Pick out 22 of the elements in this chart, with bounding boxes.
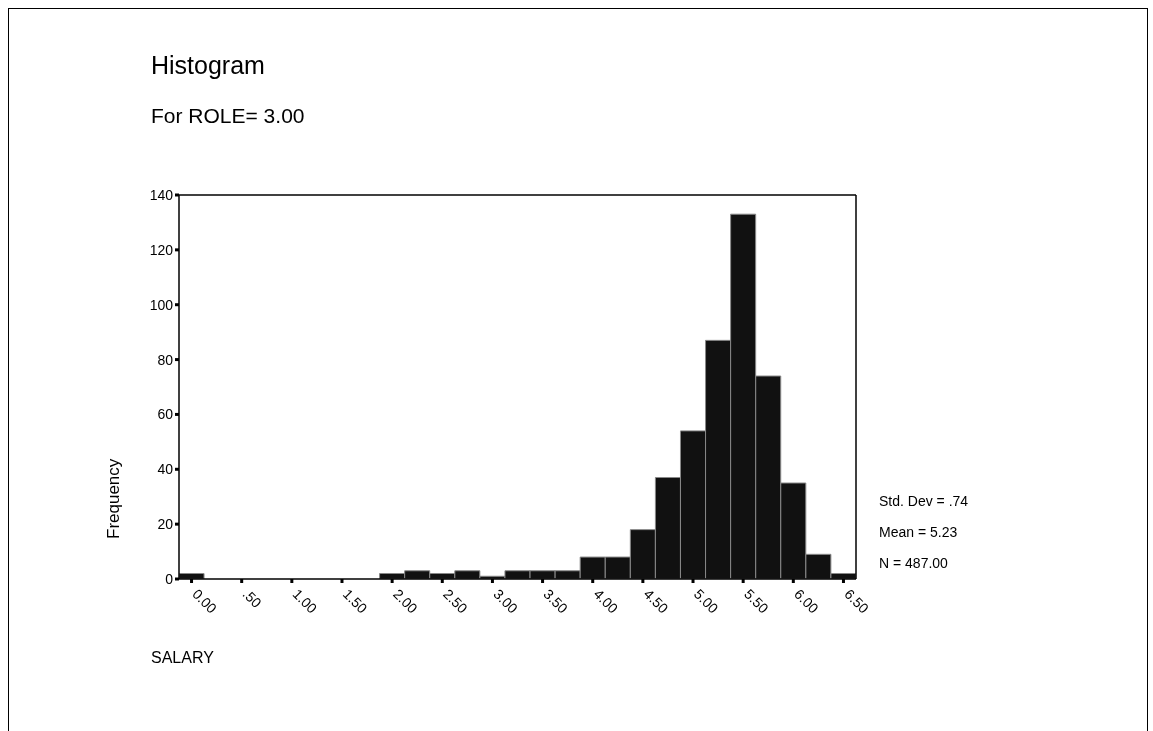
text: N = 487.00 — [879, 554, 949, 573]
x-tick-label: 4.00 — [590, 585, 622, 617]
y-tick-label: 0 — [165, 570, 174, 587]
chart-subtitle: For ROLE= 3.00 — [151, 104, 305, 128]
chart-title: Histogram — [151, 51, 265, 80]
y-tick-label: 140 — [149, 186, 174, 203]
y-tick-label: 100 — [149, 296, 174, 313]
y-axis-title: Frequency — [104, 458, 124, 539]
x-axis-title: SALARY — [151, 649, 214, 667]
y-tick-label: 20 — [157, 516, 174, 533]
y-tick-label: 120 — [149, 241, 174, 258]
x-tick-label: .50 — [239, 585, 265, 612]
x-tick-label: 1.50 — [339, 585, 371, 617]
x-tick-label: 6.00 — [791, 585, 822, 617]
text: Std. Dev = .74 — [879, 492, 969, 511]
y-tick-label: 60 — [157, 406, 174, 423]
x-tick-label: 6.50 — [841, 585, 873, 617]
y-tick-label: 40 — [157, 461, 174, 478]
y-tick-label: 80 — [157, 351, 174, 368]
x-tick-label: 4.50 — [640, 585, 672, 617]
x-tick-label: 1.00 — [289, 585, 321, 617]
text: Mean = 5.23 — [879, 523, 959, 542]
